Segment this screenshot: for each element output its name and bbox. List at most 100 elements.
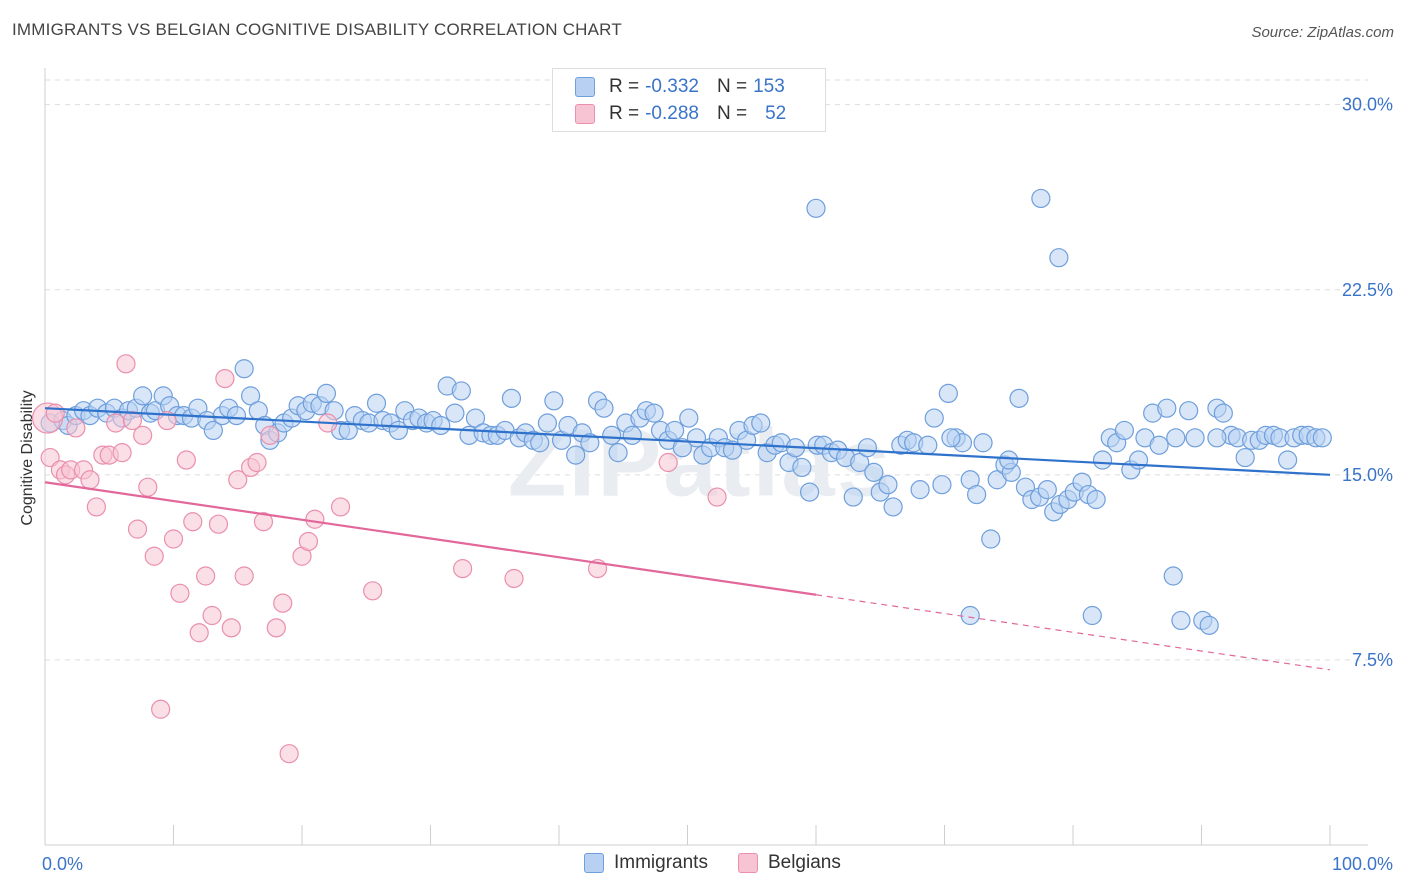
point-immigrants	[203, 420, 223, 441]
point-immigrants	[864, 462, 884, 482]
point-immigrants	[1086, 489, 1106, 510]
point-immigrants	[1037, 480, 1057, 500]
point-immigrants	[792, 457, 812, 478]
point-belgians	[66, 418, 86, 438]
point-immigrants	[316, 383, 337, 404]
y-tick-label: 22.5%	[1342, 280, 1393, 300]
point-immigrants	[580, 433, 600, 453]
point-immigrants	[234, 359, 254, 379]
trendline-immigrants	[44, 407, 1331, 476]
point-belgians	[116, 354, 136, 374]
point-belgians	[138, 477, 158, 497]
point-immigrants	[1199, 615, 1219, 635]
point-immigrants	[1277, 450, 1298, 470]
point-immigrants	[1312, 428, 1332, 448]
point-belgians	[86, 497, 107, 517]
point-belgians	[234, 566, 254, 586]
point-immigrants	[665, 420, 685, 441]
point-immigrants	[1049, 248, 1069, 268]
point-immigrants	[806, 198, 826, 218]
point-immigrants	[1207, 428, 1227, 448]
point-immigrants	[722, 440, 743, 460]
point-immigrants	[960, 605, 980, 626]
point-belgians	[170, 583, 190, 603]
point-immigrants	[501, 388, 522, 408]
bottom-legend-label-belgians: Belgians	[767, 852, 841, 873]
point-immigrants	[910, 480, 930, 500]
legend-r-label: R =	[609, 76, 640, 97]
legend-r-value: -0.332	[645, 76, 699, 97]
point-belgians	[221, 618, 241, 638]
bottom-legend-item-immigrants[interactable]: Immigrants	[584, 852, 708, 874]
point-immigrants	[751, 413, 771, 433]
point-immigrants	[602, 425, 622, 445]
point-immigrants	[1082, 605, 1102, 626]
point-belgians	[183, 512, 203, 532]
point-immigrants	[451, 381, 471, 401]
point-immigrants	[366, 393, 387, 413]
point-immigrants	[878, 475, 898, 495]
point-immigrants	[1031, 188, 1051, 209]
legend-r-value: -0.288	[645, 103, 699, 124]
bottom-legend-item-belgians[interactable]: Belgians	[737, 852, 841, 874]
point-immigrants	[537, 413, 558, 433]
point-immigrants	[608, 443, 628, 463]
trend-layer	[44, 407, 1331, 671]
point-belgians	[45, 403, 65, 423]
point-belgians	[305, 509, 325, 529]
legend-n-label: N =	[716, 103, 748, 124]
point-immigrants	[544, 391, 564, 411]
point-immigrants	[1166, 428, 1186, 448]
point-belgians	[215, 368, 235, 389]
point-immigrants	[999, 450, 1019, 470]
point-belgians	[151, 699, 171, 719]
point-belgians	[208, 514, 229, 534]
point-immigrants	[883, 497, 903, 517]
point-belgians	[144, 546, 164, 566]
point-immigrants	[1149, 435, 1169, 455]
point-belgians	[112, 443, 132, 463]
point-immigrants	[530, 433, 550, 453]
legend-row-belgians: R = -0.288 N = 52	[575, 101, 786, 127]
point-belgians	[176, 450, 196, 470]
point-immigrants	[1235, 447, 1255, 468]
point-immigrants	[445, 403, 465, 423]
point-immigrants	[918, 435, 938, 455]
y-tick-label: 15.0%	[1342, 465, 1393, 485]
point-belgians	[363, 581, 383, 601]
point-immigrants	[1179, 401, 1199, 421]
point-belgians	[80, 470, 100, 490]
legend-row-immigrants: R = -0.332 N = 153	[575, 74, 785, 100]
point-immigrants	[679, 408, 699, 428]
point-immigrants	[644, 403, 664, 423]
point-belgians	[260, 425, 280, 445]
y-tick-label: 7.5%	[1352, 650, 1393, 670]
y-tick-label: 30.0%	[1342, 95, 1393, 115]
legend-n-value: 52	[765, 103, 787, 124]
point-belgians	[106, 413, 126, 433]
point-belgians	[658, 452, 678, 473]
legend-n-value: 153	[753, 76, 785, 97]
point-belgians	[163, 529, 184, 549]
bottom-legend-swatch-immigrants	[584, 853, 604, 873]
point-immigrants	[241, 386, 261, 406]
x-tick-label: 0.0%	[42, 854, 83, 874]
bottom-legend: Immigrants Belgians	[584, 852, 871, 874]
points-layer	[31, 188, 1332, 764]
point-immigrants	[941, 428, 961, 448]
bottom-legend-label-immigrants: Immigrants	[614, 852, 708, 873]
tick-label-layer: 7.5% 15.0% 22.5% 30.0% 0.0% 100.0%	[42, 95, 1393, 874]
point-immigrants	[1163, 566, 1183, 586]
legend-box: R = -0.332 N = 153 R = -0.288 N = 52	[552, 68, 826, 132]
x-tick-label: 100.0%	[1332, 854, 1393, 874]
point-immigrants	[672, 438, 692, 458]
point-belgians	[228, 470, 248, 490]
point-belgians	[122, 410, 142, 431]
point-immigrants	[1171, 610, 1191, 631]
point-immigrants	[857, 438, 878, 458]
point-belgians	[133, 425, 153, 445]
legend-swatch-belgians	[575, 104, 595, 124]
point-belgians	[40, 447, 60, 468]
point-belgians	[273, 593, 293, 613]
